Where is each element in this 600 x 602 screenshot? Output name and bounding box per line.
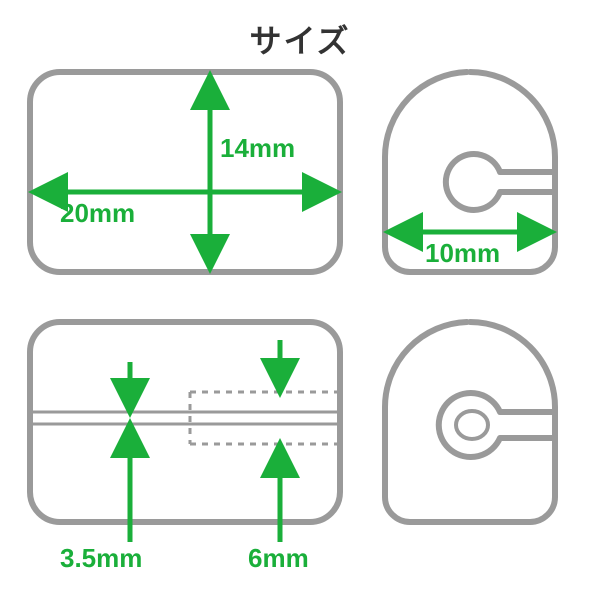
bottom-rect-group: 3.5mm 6mm: [30, 322, 340, 573]
bottom-rect-outline: [30, 322, 340, 522]
bottom-clip-inner-ring: [456, 411, 488, 439]
top-rect-group: 20mm 14mm: [30, 72, 340, 272]
dim-20mm-label: 20mm: [60, 198, 135, 228]
top-clip-group: 10mm: [385, 72, 555, 272]
dim-6-label: 6mm: [248, 543, 309, 573]
dim-35-label: 3.5mm: [60, 543, 142, 573]
dim-10mm-label: 10mm: [425, 238, 500, 268]
bottom-clip-outline: [385, 322, 555, 522]
top-rect-outline: [30, 72, 340, 272]
page-title: サイズ: [0, 0, 600, 62]
bottom-clip-group: [385, 322, 555, 522]
dim-14mm-label: 14mm: [220, 133, 295, 163]
diagram: 20mm 14mm 10mm 3.5mm 6mm: [0, 62, 600, 602]
